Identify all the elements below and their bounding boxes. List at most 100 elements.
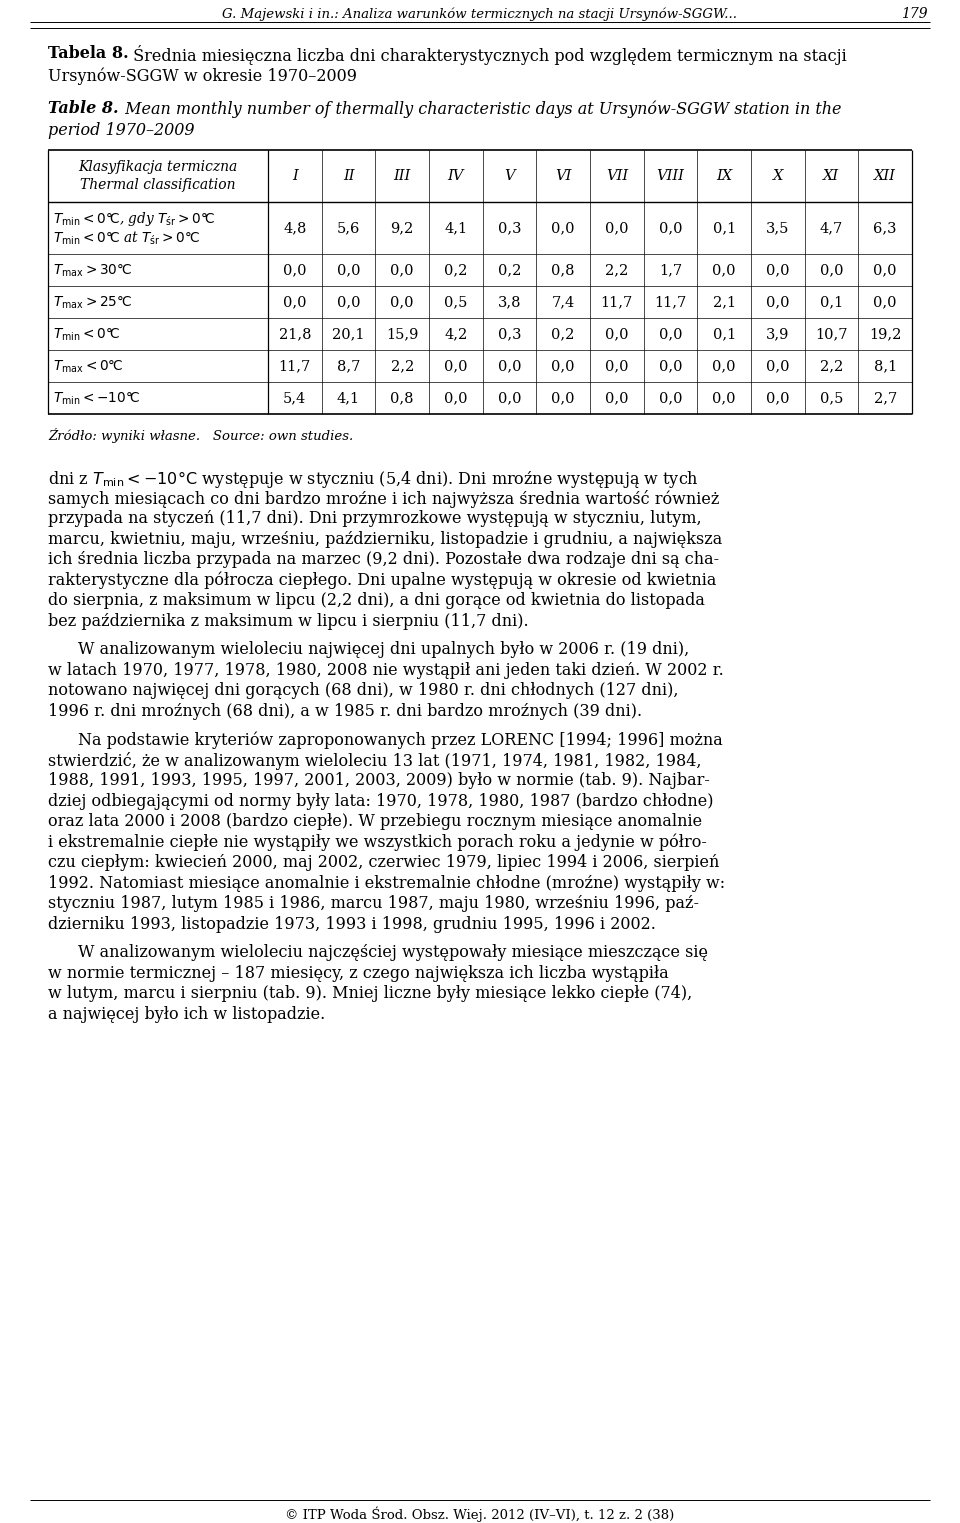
Text: 0,0: 0,0 [605,221,629,235]
Text: 0,0: 0,0 [712,263,736,277]
Text: w normie termicznej – 187 miesięcy, z czego największa ich liczba wystąpiła: w normie termicznej – 187 miesięcy, z cz… [48,964,669,981]
Text: VII: VII [606,169,628,183]
Text: $T_{\mathrm{min}}<0°\!\mathrm{C}$, gdy $T_{\mathrm{śr}}>0°\!\mathrm{C}$: $T_{\mathrm{min}}<0°\!\mathrm{C}$, gdy $… [53,210,216,228]
Text: bez października z maksimum w lipcu i sierpniu (11,7 dni).: bez października z maksimum w lipcu i si… [48,612,529,629]
Text: 9,2: 9,2 [391,221,414,235]
Text: Tabela 8.: Tabela 8. [48,46,129,62]
Text: 0,0: 0,0 [874,263,897,277]
Text: 0,0: 0,0 [605,359,629,373]
Text: czu ciepłym: kwiecień 2000, maj 2002, czerwiec 1979, lipiec 1994 i 2006, sierpie: czu ciepłym: kwiecień 2000, maj 2002, cz… [48,854,719,871]
Text: notowano najwięcej dni gorących (68 dni), w 1980 r. dni chłodnych (127 dni),: notowano najwięcej dni gorących (68 dni)… [48,682,679,699]
Text: dzierniku 1993, listopadzie 1973, 1993 i 1998, grudniu 1995, 1996 i 2002.: dzierniku 1993, listopadzie 1973, 1993 i… [48,915,656,932]
Text: 0,0: 0,0 [391,295,414,309]
Text: 7,4: 7,4 [552,295,575,309]
Text: 11,7: 11,7 [601,295,633,309]
Text: 2,2: 2,2 [391,359,414,373]
Text: $T_{\mathrm{max}}>30°\!\mathrm{C}$: $T_{\mathrm{max}}>30°\!\mathrm{C}$ [53,263,132,279]
Text: dni z $T_{\mathrm{min}}{<}{-}10°\mathrm{C}$ występuje w styczniu (5,4 dni). Dni : dni z $T_{\mathrm{min}}{<}{-}10°\mathrm{… [48,469,699,490]
Text: stwierdzić, że w analizowanym wieloleciu 13 lat (1971, 1974, 1981, 1982, 1984,: stwierdzić, że w analizowanym wieloleciu… [48,751,702,769]
Text: Thermal classification: Thermal classification [81,178,236,192]
Text: 0,0: 0,0 [551,391,575,405]
Text: 0,0: 0,0 [337,263,360,277]
Text: 3,8: 3,8 [497,295,521,309]
Text: IX: IX [716,169,732,183]
Text: 3,9: 3,9 [766,327,789,341]
Text: 0,0: 0,0 [444,359,468,373]
Text: 0,0: 0,0 [391,263,414,277]
Text: 0,0: 0,0 [444,391,468,405]
Text: 0,0: 0,0 [283,295,306,309]
Text: 21,8: 21,8 [278,327,311,341]
Text: 4,2: 4,2 [444,327,468,341]
Text: 1992. Natomiast miesiące anomalnie i ekstremalnie chłodne (mroźne) wystąpiły w:: 1992. Natomiast miesiące anomalnie i eks… [48,874,725,891]
Text: 8,7: 8,7 [337,359,360,373]
Text: $T_{\mathrm{min}}<0°\!\mathrm{C}$: $T_{\mathrm{min}}<0°\!\mathrm{C}$ [53,327,120,343]
Text: G. Majewski i in.: Analiza warunków termicznych na stacji Ursynów-SGGW...: G. Majewski i in.: Analiza warunków term… [223,8,737,20]
Text: V: V [504,169,515,183]
Text: marcu, kwietniu, maju, wrześniu, październiku, listopadzie i grudniu, a najwięks: marcu, kwietniu, maju, wrześniu, paździe… [48,530,722,547]
Text: 0,0: 0,0 [283,263,306,277]
Text: 0,0: 0,0 [712,359,736,373]
Text: 4,8: 4,8 [283,221,306,235]
Text: samych miesiącach co dni bardzo mroźne i ich najwyższa średnia wartość również: samych miesiącach co dni bardzo mroźne i… [48,489,719,507]
Text: 15,9: 15,9 [386,327,419,341]
Text: $T_{\mathrm{min}}<{-}10°\!\mathrm{C}$: $T_{\mathrm{min}}<{-}10°\!\mathrm{C}$ [53,391,140,407]
Text: 0,1: 0,1 [820,295,843,309]
Text: 0,2: 0,2 [551,327,575,341]
Text: Table 8.: Table 8. [48,101,119,117]
Text: XI: XI [824,169,840,183]
Text: 19,2: 19,2 [869,327,901,341]
Text: W analizowanym wieloleciu najwięcej dni upalnych było w 2006 r. (19 dni),: W analizowanym wieloleciu najwięcej dni … [78,641,689,658]
Text: Na podstawie kryteriów zaproponowanych przez LORENC [1994; 1996] można: Na podstawie kryteriów zaproponowanych p… [78,731,723,748]
Text: VI: VI [555,169,571,183]
Text: 4,1: 4,1 [444,221,468,235]
Text: 0,0: 0,0 [659,391,683,405]
Text: 0,0: 0,0 [874,295,897,309]
Text: 20,1: 20,1 [332,327,365,341]
Text: 6,3: 6,3 [874,221,897,235]
Text: II: II [343,169,354,183]
Text: 0,0: 0,0 [605,391,629,405]
Text: 2,7: 2,7 [874,391,897,405]
Text: 0,0: 0,0 [605,327,629,341]
Text: 0,0: 0,0 [712,391,736,405]
Text: 0,5: 0,5 [820,391,843,405]
Text: 0,3: 0,3 [497,221,521,235]
Text: 11,7: 11,7 [655,295,686,309]
Text: w lutym, marcu i sierpniu (tab. 9). Mniej liczne były miesiące lekko ciepłe (74): w lutym, marcu i sierpniu (tab. 9). Mnie… [48,985,692,1002]
Text: 11,7: 11,7 [278,359,311,373]
Text: 2,2: 2,2 [820,359,843,373]
Text: 0,0: 0,0 [551,221,575,235]
Text: rakterystyczne dla półrocza ciepłego. Dni upalne występują w okresie od kwietnia: rakterystyczne dla półrocza ciepłego. Dn… [48,571,716,589]
Text: Średnia miesięczna liczba dni charakterystycznych pod względem termicznym na sta: Średnia miesięczna liczba dni charaktery… [128,46,847,65]
Text: 0,0: 0,0 [659,359,683,373]
Text: 0,0: 0,0 [766,359,789,373]
Text: VIII: VIII [657,169,684,183]
Text: 0,0: 0,0 [766,391,789,405]
Text: 0,8: 0,8 [391,391,414,405]
Text: $T_{\mathrm{min}}<0°\!\mathrm{C}$ at $T_{\mathrm{śr}}>0°\!\mathrm{C}$: $T_{\mathrm{min}}<0°\!\mathrm{C}$ at $T_… [53,230,200,247]
Text: styczniu 1987, lutym 1985 i 1986, marcu 1987, maju 1980, wrześniu 1996, paź-: styczniu 1987, lutym 1985 i 1986, marcu … [48,896,699,912]
Text: 0,0: 0,0 [337,295,360,309]
Text: 10,7: 10,7 [815,327,848,341]
Text: XII: XII [875,169,896,183]
Text: 3,5: 3,5 [766,221,789,235]
Text: ich średnia liczba przypada na marzec (9,2 dni). Pozostałe dwa rodzaje dni są ch: ich średnia liczba przypada na marzec (9… [48,551,719,568]
Text: 1,7: 1,7 [659,263,682,277]
Text: oraz lata 2000 i 2008 (bardzo ciepłe). W przebiegu rocznym miesiące anomalnie: oraz lata 2000 i 2008 (bardzo ciepłe). W… [48,813,702,830]
Text: 0,0: 0,0 [497,359,521,373]
Text: period 1970–2009: period 1970–2009 [48,122,195,139]
Text: przypada na styczeń (11,7 dni). Dni przymrozkowe występują w styczniu, lutym,: przypada na styczeń (11,7 dni). Dni przy… [48,510,702,527]
Text: 0,0: 0,0 [659,221,683,235]
Text: 0,8: 0,8 [551,263,575,277]
Text: Źródło: wyniki własne.   Source: own studies.: Źródło: wyniki własne. Source: own studi… [48,428,353,443]
Text: 5,6: 5,6 [337,221,360,235]
Text: 0,0: 0,0 [820,263,843,277]
Text: 0,3: 0,3 [497,327,521,341]
Text: 4,1: 4,1 [337,391,360,405]
Text: $T_{\mathrm{max}}<0°\!\mathrm{C}$: $T_{\mathrm{max}}<0°\!\mathrm{C}$ [53,359,123,375]
Text: 8,1: 8,1 [874,359,897,373]
Text: w latach 1970, 1977, 1978, 1980, 2008 nie wystąpił ani jeden taki dzień. W 2002 : w latach 1970, 1977, 1978, 1980, 2008 ni… [48,661,724,679]
Text: dziej odbiegającymi od normy były lata: 1970, 1978, 1980, 1987 (bardzo chłodne): dziej odbiegającymi od normy były lata: … [48,792,713,810]
Text: X: X [773,169,783,183]
